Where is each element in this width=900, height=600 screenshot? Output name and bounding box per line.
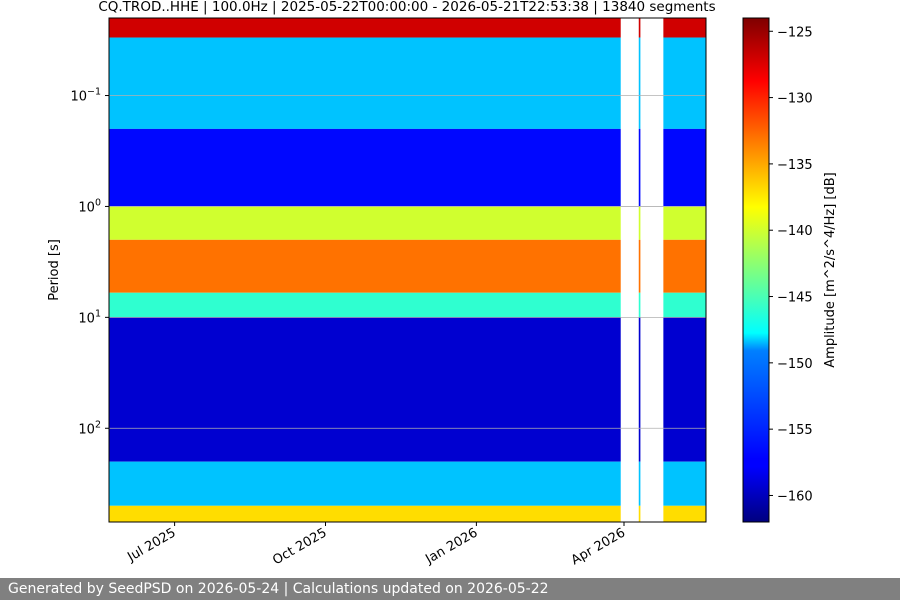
period-band-7 bbox=[109, 461, 706, 506]
x-tick-label-0: Jul 2025 bbox=[124, 525, 178, 565]
data-gaps bbox=[620, 18, 664, 522]
period-band-5 bbox=[109, 292, 706, 318]
x-tick-label-3: Apr 2026 bbox=[569, 525, 628, 568]
period-band-2 bbox=[109, 128, 706, 207]
y-axis: 10−1 100 101 102 bbox=[70, 87, 109, 437]
x-tick-label-2: Jan 2026 bbox=[422, 525, 480, 567]
x-tick-label-1: Oct 2025 bbox=[270, 525, 329, 568]
period-band-8 bbox=[109, 505, 706, 522]
colorbar-tick-label-5: −150 bbox=[777, 357, 813, 372]
colorbar-tick-label-6: −155 bbox=[777, 423, 813, 438]
footer-text: Generated by SeedPSD on 2026-05-24 | Cal… bbox=[8, 581, 549, 597]
data-gap-1 bbox=[640, 18, 664, 522]
colorbar-tick-label-1: −130 bbox=[777, 92, 813, 107]
period-band-0 bbox=[109, 18, 706, 38]
colorbar-label: Amplitude [m^2/s^4/Hz] [dB] bbox=[823, 172, 838, 367]
period-gridlines bbox=[109, 95, 706, 429]
y-tick-label-1: 100 bbox=[78, 197, 101, 215]
period-band-4 bbox=[109, 239, 706, 293]
period-band-3 bbox=[109, 206, 706, 240]
x-axis: Jul 2025 Oct 2025 Jan 2026 Apr 2026 bbox=[124, 522, 628, 568]
colorbar-ticks: −125 −130 −135 −140 −145 −150 −155 −160 bbox=[769, 25, 813, 504]
chart-title: CQ.TROD..HHE | 100.0Hz | 2025-05-22T00:0… bbox=[98, 0, 715, 15]
colorbar-tick-label-0: −125 bbox=[777, 25, 813, 40]
plot-frame bbox=[108, 17, 707, 523]
y-tick-label-2: 101 bbox=[78, 308, 101, 326]
colorbar-tick-label-4: −145 bbox=[777, 291, 813, 306]
colorbar-tick-label-7: −160 bbox=[777, 489, 813, 504]
y-tick-label-0: 10−1 bbox=[70, 87, 101, 105]
period-band-6 bbox=[109, 317, 706, 462]
colorbar bbox=[742, 17, 770, 523]
colorbar-tick-label-3: −140 bbox=[777, 224, 813, 239]
data-gap-0 bbox=[620, 18, 639, 522]
period-band-1 bbox=[109, 37, 706, 129]
y-tick-label-3: 102 bbox=[78, 419, 101, 437]
colorbar-tick-label-2: −135 bbox=[777, 158, 813, 173]
footer-bar: Generated by SeedPSD on 2026-05-24 | Cal… bbox=[0, 578, 900, 600]
y-axis-label: Period [s] bbox=[47, 239, 62, 301]
psd-heatmap bbox=[109, 18, 706, 522]
